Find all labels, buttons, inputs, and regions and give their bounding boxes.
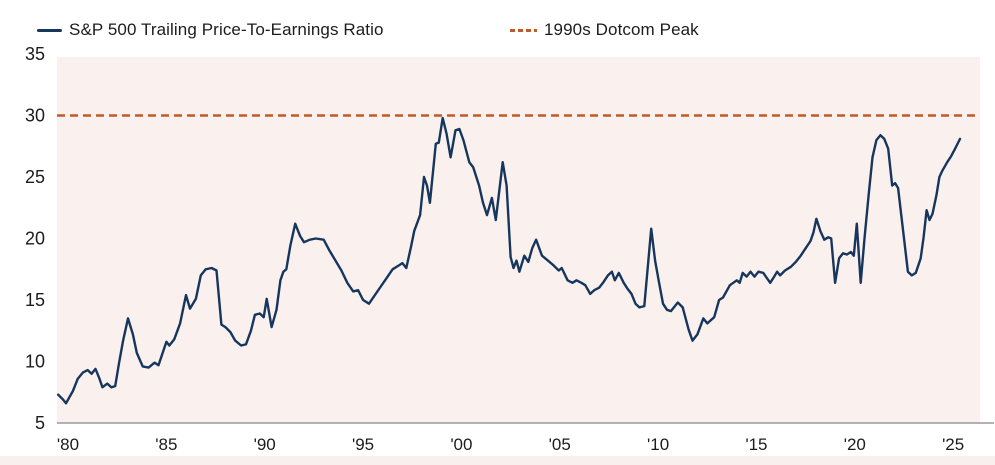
legend-item-dotcom-peak: 1990s Dotcom Peak bbox=[510, 20, 699, 40]
plot-area bbox=[57, 57, 980, 423]
dashed-line-swatch-icon bbox=[510, 28, 537, 32]
x-axis-tick-label: '25 bbox=[942, 435, 964, 454]
x-axis-tick-label: '05 bbox=[549, 435, 571, 454]
x-axis-tick-label: '80 bbox=[57, 435, 79, 454]
x-axis-tick-label: '90 bbox=[254, 435, 276, 454]
chart-legend: S&P 500 Trailing Price-To-Earnings Ratio… bbox=[0, 0, 995, 46]
y-axis-tick-label: 25 bbox=[25, 167, 45, 187]
solid-line-swatch-icon bbox=[37, 28, 62, 32]
y-axis-tick-label: 15 bbox=[25, 290, 45, 310]
bottom-accent-band bbox=[0, 456, 995, 465]
y-axis-tick-label: 10 bbox=[25, 352, 45, 372]
y-axis-tick-label: 20 bbox=[25, 229, 45, 249]
x-axis-tick-label: '85 bbox=[155, 435, 177, 454]
x-axis-tick-label: '95 bbox=[352, 435, 374, 454]
y-axis-tick-label: 5 bbox=[35, 413, 45, 433]
x-axis-tick-label: '10 bbox=[647, 435, 669, 454]
legend-label-dotcom-peak: 1990s Dotcom Peak bbox=[544, 20, 699, 39]
pe-ratio-line bbox=[57, 116, 962, 405]
legend-item-pe-ratio: S&P 500 Trailing Price-To-Earnings Ratio bbox=[37, 20, 384, 40]
x-axis-tick-label: '00 bbox=[450, 435, 472, 454]
legend-label-pe-ratio: S&P 500 Trailing Price-To-Earnings Ratio bbox=[69, 20, 384, 39]
y-axis-tick-label: 35 bbox=[25, 44, 45, 64]
x-axis-tick-label: '20 bbox=[844, 435, 866, 454]
x-axis-tick-label: '15 bbox=[745, 435, 767, 454]
y-axis-tick-label: 30 bbox=[25, 106, 45, 126]
